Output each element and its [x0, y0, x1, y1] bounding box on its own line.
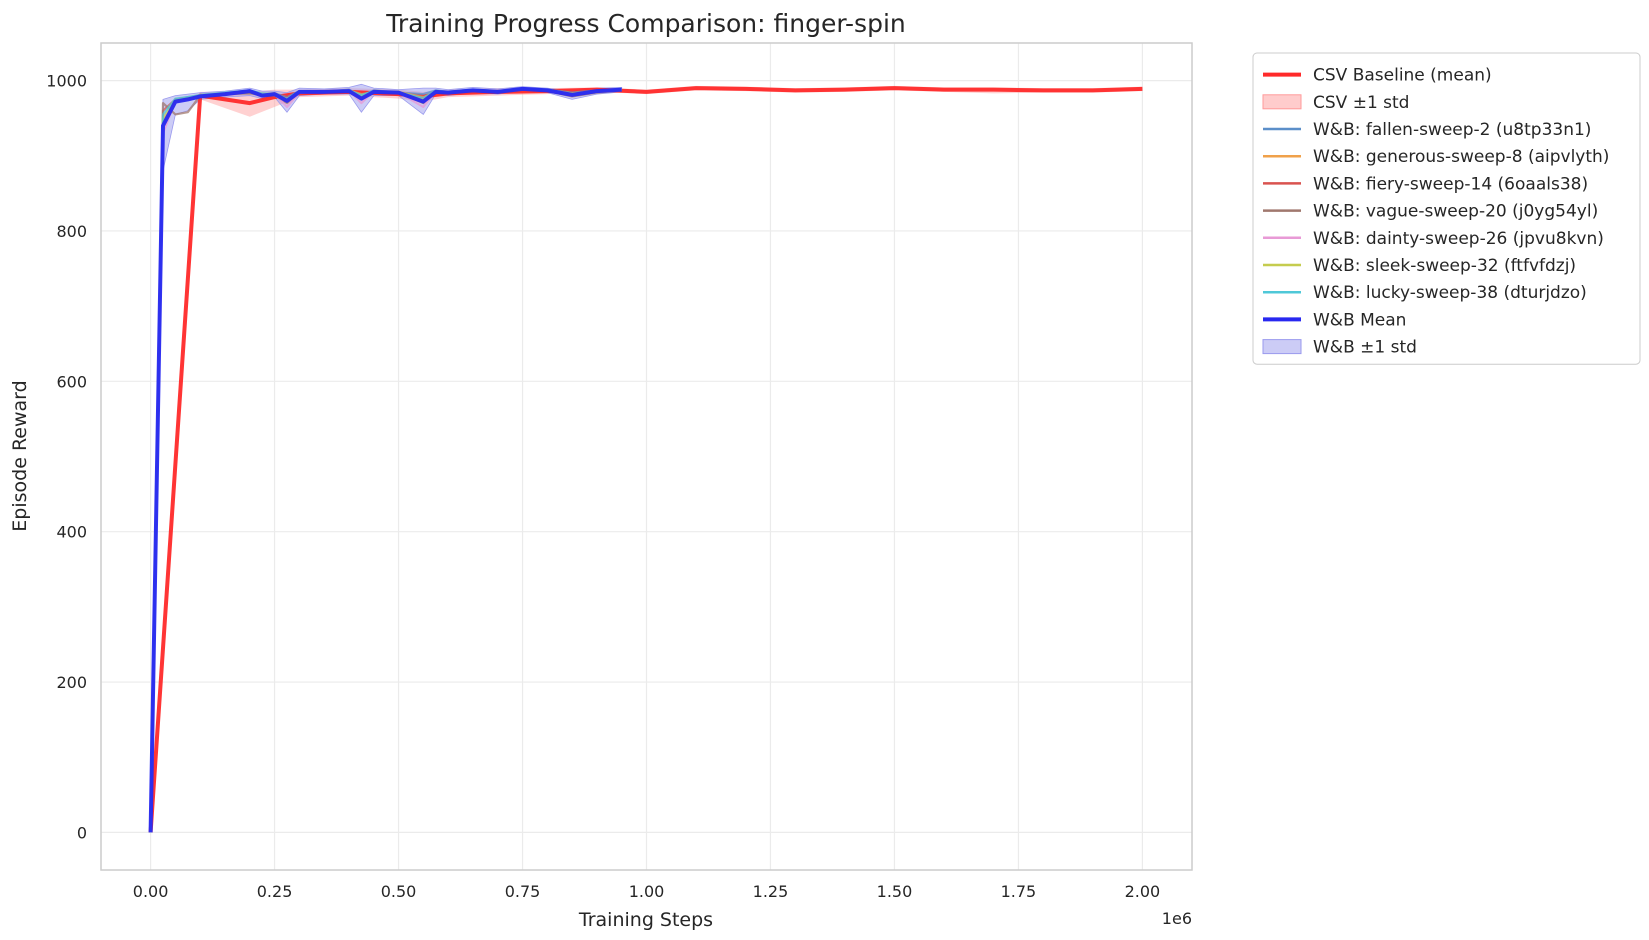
y-tick-label: 1000 — [46, 72, 87, 91]
x-tick-label: 0.50 — [381, 882, 417, 901]
axis-ticks: 0.00 0.25 0.50 0.75 1.00 1.25 1.50 1.75 2.00 0 200… — [46, 72, 1160, 901]
x-tick-label: 1.00 — [629, 882, 665, 901]
chart-title: Training Progress Comparison: finger-spi… — [385, 9, 906, 38]
x-tick-label: 0.00 — [133, 882, 169, 901]
legend-label: CSV ±1 std — [1313, 93, 1409, 113]
x-axis-offset-label: 1e6 — [1162, 909, 1192, 928]
legend-label: W&B: sleek-sweep-32 (ftfvfdzj) — [1313, 256, 1576, 276]
legend-frame — [1252, 52, 1641, 365]
x-tick-label: 1.75 — [1001, 882, 1037, 901]
legend-swatch — [1262, 339, 1302, 355]
legend-label: W&B: vague-sweep-20 (j0yg54yl) — [1313, 202, 1598, 222]
x-tick-label: 0.75 — [505, 882, 541, 901]
x-tick-label: 1.50 — [877, 882, 913, 901]
y-tick-label: 200 — [56, 673, 87, 692]
legend-label: W&B ±1 std — [1313, 338, 1417, 358]
x-tick-label: 2.00 — [1125, 882, 1161, 901]
y-axis-label: Episode Reward — [9, 380, 31, 531]
y-tick-label: 0 — [77, 823, 87, 842]
y-tick-label: 400 — [56, 523, 87, 542]
grid — [101, 43, 1192, 870]
legend-label: CSV Baseline (mean) — [1313, 66, 1492, 86]
legend: CSV Baseline (mean) CSV ±1 std W&B: fallen… — [1252, 52, 1641, 365]
x-tick-label: 0.25 — [257, 882, 293, 901]
x-axis-label: Training Steps — [578, 909, 713, 931]
legend-label: W&B: generous-sweep-8 (aipvlyth) — [1313, 147, 1609, 167]
plot-frame — [100, 42, 1193, 871]
series-lines — [148, 86, 1143, 833]
x-tick-label: 1.25 — [753, 882, 789, 901]
legend-swatch — [1262, 94, 1302, 110]
legend-label: W&B: fallen-sweep-2 (u8tp33n1) — [1313, 120, 1591, 140]
legend-label: W&B: fiery-sweep-14 (6oaals38) — [1313, 174, 1588, 194]
legend-label: W&B Mean — [1313, 310, 1406, 330]
y-tick-label: 600 — [56, 372, 87, 391]
y-tick-label: 800 — [56, 222, 87, 241]
legend-label: W&B: lucky-sweep-38 (dturjdzo) — [1313, 283, 1587, 303]
legend-label: W&B: dainty-sweep-26 (jpvu8kvn) — [1313, 229, 1604, 249]
wb-mean-line — [148, 86, 622, 833]
